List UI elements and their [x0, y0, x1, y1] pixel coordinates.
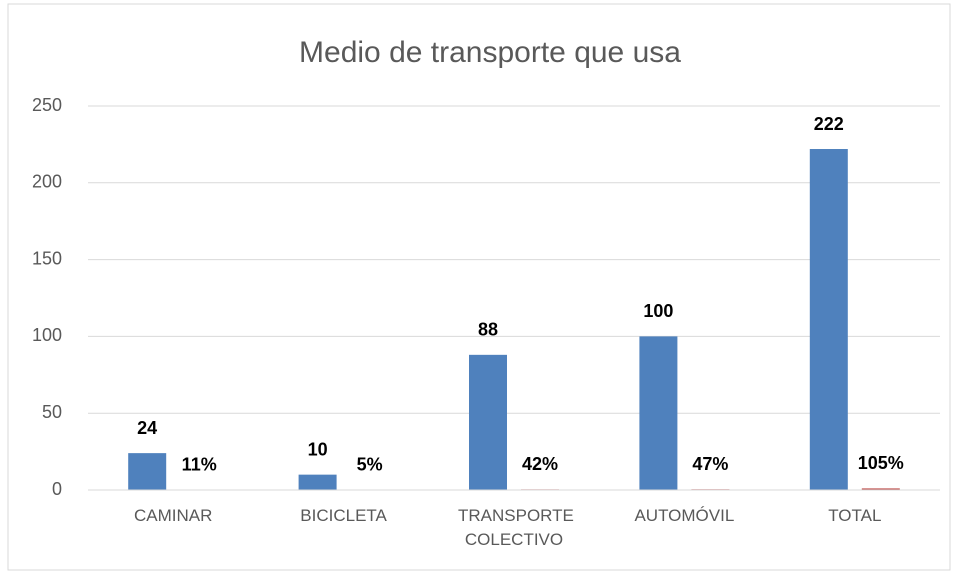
x-tick-label-box: CAMINAR [133, 506, 213, 525]
y-tick-label: 150 [32, 248, 62, 268]
bar [128, 453, 167, 490]
bar [809, 149, 848, 490]
x-tick-label: AUTOMÓVIL [634, 506, 735, 525]
data-label: 24 [137, 418, 157, 438]
bar [298, 474, 337, 490]
data-label: 88 [478, 320, 498, 340]
bar [639, 336, 678, 490]
x-tick-label: CAMINAR [133, 506, 213, 525]
bar [861, 488, 900, 490]
data-label: 42% [522, 454, 558, 474]
y-tick-label: 250 [32, 95, 62, 115]
data-label: 11% [182, 455, 217, 475]
y-tick-label: 100 [32, 325, 62, 345]
data-label: 105% [858, 453, 904, 473]
data-label: 100 [643, 301, 673, 321]
bar [469, 354, 507, 490]
x-tick-label-box: TOTAL [828, 506, 882, 525]
x-tick-label: BICICLETA [300, 506, 387, 525]
x-tick-label: TRANSPORTE COLECTIVO [458, 506, 574, 549]
data-label: 222 [814, 114, 844, 134]
y-tick-label: 200 [32, 172, 62, 192]
data-label: 5% [357, 455, 383, 475]
data-label: 10 [308, 439, 328, 459]
x-tick-label-box: TRANSPORTE COLECTIVO [458, 506, 574, 549]
y-tick-label: 0 [52, 479, 62, 499]
x-tick-label-box: AUTOMÓVIL [634, 506, 735, 525]
data-label: 47% [692, 454, 728, 474]
y-tick-label: 50 [42, 402, 62, 422]
x-tick-label-box: BICICLETA [300, 506, 387, 525]
x-tick-label: TOTAL [828, 506, 882, 525]
chart-title: Medio de transporte que usa [299, 36, 681, 69]
